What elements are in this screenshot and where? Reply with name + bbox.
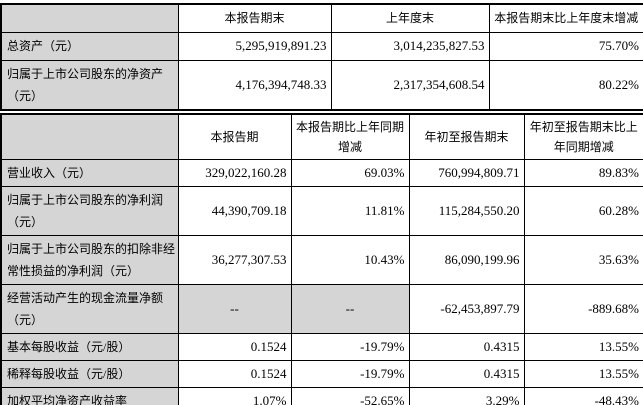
cell-value: 3.29%	[408, 386, 525, 405]
row-label-net-assets: 归属于上市公司股东的净资产（元）	[0, 59, 179, 110]
cell-value: 0.1524	[177, 332, 292, 361]
cell-value: 0.1524	[177, 359, 292, 388]
cell-value: 44,390,709.18	[177, 185, 292, 236]
table-row: 归属于上市公司股东的扣除非经常性损益的净利润（元） 36,277,307.53 …	[0, 234, 643, 285]
cell-value: 86,090,199.96	[408, 234, 525, 285]
row-label-net-profit: 归属于上市公司股东的净利润（元）	[0, 185, 179, 236]
table-row: 加权平均净资产收益率 1.07% -52.65% 3.29% -48.43%	[0, 386, 643, 405]
corner-blank-cell	[0, 113, 179, 160]
cell-value: -48.43%	[523, 386, 643, 405]
row-label-operating-revenue: 营业收入（元）	[0, 158, 179, 187]
balance-sheet-summary-table: 本报告期末 上年度末 本报告期末比上年度末增减 总资产（元） 5,295,919…	[0, 3, 643, 111]
column-header-change-vs-same-period: 本报告期比上年同期增减	[290, 113, 410, 160]
cell-value: 13.55%	[523, 332, 643, 361]
column-header-prior-year-end: 上年度末	[330, 3, 490, 33]
cell-value: 10.43%	[290, 234, 410, 285]
cell-value: -889.68%	[523, 283, 643, 334]
row-label-basic-eps: 基本每股收益（元/股）	[0, 332, 179, 361]
cell-value: 2,317,354,608.54	[330, 59, 490, 110]
table-row: 归属于上市公司股东的净资产（元） 4,176,394,748.33 2,317,…	[0, 59, 643, 110]
cell-value: 60.28%	[523, 185, 643, 236]
table-row: 经营活动产生的现金流量净额（元） -- -- -62,453,897.79 -8…	[0, 283, 643, 334]
cell-value: 36,277,307.53	[177, 234, 292, 285]
row-label-diluted-eps: 稀释每股收益（元/股）	[0, 359, 179, 388]
column-header-ytd-change-vs-same-period: 年初至报告期末比上年同期增减	[523, 113, 643, 160]
cell-value: 80.22%	[488, 59, 643, 110]
cell-value: -52.65%	[290, 386, 410, 405]
column-header-current-period: 本报告期	[177, 113, 292, 160]
table-header-row: 本报告期末 上年度末 本报告期末比上年度末增减	[0, 3, 643, 33]
table-row: 营业收入（元） 329,022,160.28 69.03% 760,994,80…	[0, 158, 643, 187]
cell-value: 89.83%	[523, 158, 643, 187]
row-label-total-assets: 总资产（元）	[0, 31, 179, 61]
column-header-change-vs-prior-year-end: 本报告期末比上年度末增减	[488, 3, 643, 33]
cell-value: 3,014,235,827.53	[330, 31, 490, 61]
table-row: 基本每股收益（元/股） 0.1524 -19.79% 0.4315 13.55%	[0, 332, 643, 361]
income-statement-summary-table: 本报告期 本报告期比上年同期增减 年初至报告期末 年初至报告期末比上年同期增减 …	[0, 112, 643, 405]
cell-value: 1.07%	[177, 386, 292, 405]
table-row: 归属于上市公司股东的净利润（元） 44,390,709.18 11.81% 11…	[0, 185, 643, 236]
cell-value: 69.03%	[290, 158, 410, 187]
column-header-current-period-end: 本报告期末	[177, 3, 332, 33]
table-row: 稀释每股收益（元/股） 0.1524 -19.79% 0.4315 13.55%	[0, 359, 643, 388]
cell-value: 0.4315	[408, 332, 525, 361]
cell-value: 13.55%	[523, 359, 643, 388]
row-label-net-profit-excl-nonrecurring: 归属于上市公司股东的扣除非经常性损益的净利润（元）	[0, 234, 179, 285]
column-header-year-to-date: 年初至报告期末	[408, 113, 525, 160]
cell-value: 760,994,809.71	[408, 158, 525, 187]
cell-value: 115,284,550.20	[408, 185, 525, 236]
table-row: 总资产（元） 5,295,919,891.23 3,014,235,827.53…	[0, 31, 643, 61]
table-header-row: 本报告期 本报告期比上年同期增减 年初至报告期末 年初至报告期末比上年同期增减	[0, 113, 643, 160]
cell-value: 11.81%	[290, 185, 410, 236]
corner-blank-cell	[0, 3, 179, 33]
cell-value: -19.79%	[290, 359, 410, 388]
cell-value: 5,295,919,891.23	[177, 31, 332, 61]
cell-value: 75.70%	[488, 31, 643, 61]
cell-value: -62,453,897.79	[408, 283, 525, 334]
cell-value-not-applicable: --	[177, 283, 292, 334]
cell-value: 4,176,394,748.33	[177, 59, 332, 110]
row-label-weighted-average-roe: 加权平均净资产收益率	[0, 386, 179, 405]
row-label-operating-cash-flow: 经营活动产生的现金流量净额（元）	[0, 283, 179, 334]
cell-value-not-applicable: --	[290, 283, 410, 334]
cell-value: -19.79%	[290, 332, 410, 361]
cell-value: 329,022,160.28	[177, 158, 292, 187]
cell-value: 0.4315	[408, 359, 525, 388]
cell-value: 35.63%	[523, 234, 643, 285]
